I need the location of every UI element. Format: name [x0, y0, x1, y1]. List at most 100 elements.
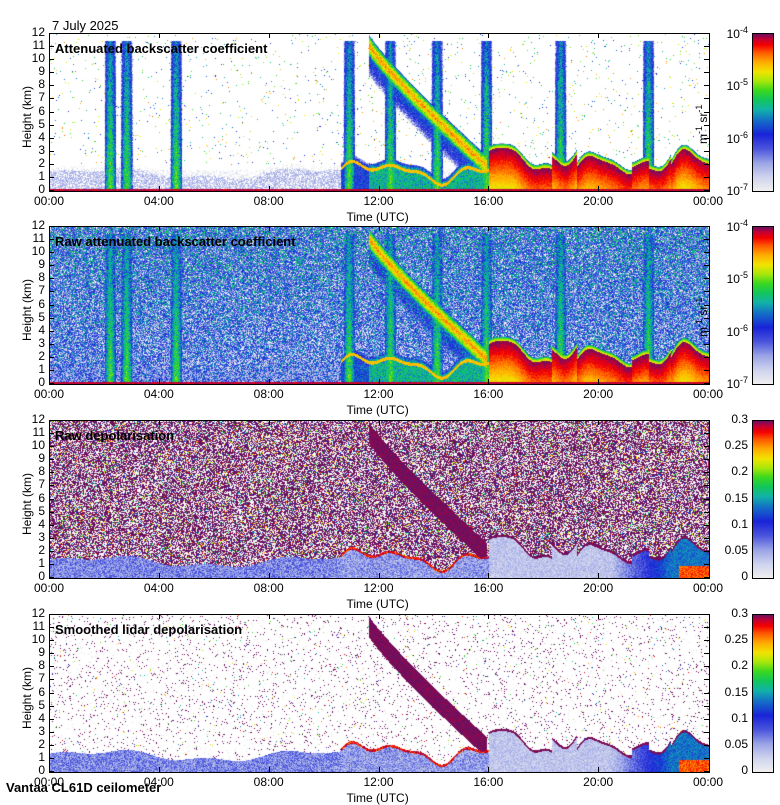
colorbar-tick-label: 10-4 — [710, 218, 748, 234]
y-tick-mark-right — [704, 472, 709, 473]
y-tick-mark — [49, 640, 54, 641]
y-tick-label: 11 — [32, 619, 45, 634]
y-tick-mark — [49, 745, 54, 746]
x-tick-label: 16:00 — [473, 581, 504, 595]
y-tick-mark — [49, 627, 54, 628]
colorbar-gradient — [753, 227, 773, 384]
y-tick-label: 1 — [38, 749, 45, 764]
y-tick-label: 3 — [38, 723, 45, 738]
y-tick-mark — [49, 653, 54, 654]
y-tick-mark-right — [704, 177, 709, 178]
y-tick-label: 1 — [38, 555, 45, 570]
y-tick-mark-right — [704, 331, 709, 332]
y-tick-mark — [49, 706, 54, 707]
x-tick-label: 04:00 — [143, 775, 174, 789]
x-tick-label: 12:00 — [363, 387, 394, 401]
tick-exponent: -7 — [739, 182, 748, 192]
y-tick-mark-right — [704, 653, 709, 654]
y-tick-label: 8 — [38, 77, 45, 92]
x-tick-label: 04:00 — [143, 194, 174, 208]
y-tick-mark — [49, 164, 54, 165]
x-tick-label: 00:00 — [33, 387, 65, 401]
y-tick-label: 4 — [38, 322, 45, 337]
y-tick-label: 2 — [38, 155, 45, 170]
plot-area-smoothed-lidar-depolarisation — [49, 614, 710, 773]
y-tick-mark-right — [704, 459, 709, 460]
y-tick-label: 3 — [38, 335, 45, 350]
y-tick-label: 10 — [31, 632, 45, 647]
y-tick-label: 7 — [38, 90, 45, 105]
x-tick-label: 08:00 — [253, 775, 284, 789]
y-tick-mark-right — [704, 640, 709, 641]
colorbar-gradient — [753, 421, 773, 578]
colorbar-tick-label: 0.15 — [724, 684, 748, 699]
y-tick-mark — [49, 85, 54, 86]
y-tick-label: 12 — [31, 25, 45, 39]
tick-mantissa: 10 — [726, 131, 740, 146]
y-tick-mark — [49, 383, 54, 384]
heatmap-canvas-smoothed-lidar-depolarisation — [50, 615, 709, 772]
y-tick-label: 9 — [38, 257, 45, 272]
y-tick-mark-right — [704, 138, 709, 139]
y-tick-label: 4 — [38, 516, 45, 531]
colorbar-tick-label: 0.1 — [731, 710, 748, 725]
y-tick-mark — [49, 72, 54, 73]
y-tick-mark-right — [704, 72, 709, 73]
x-tick-mark — [598, 767, 599, 772]
x-tick-mark — [269, 186, 270, 191]
heatmap-canvas-raw-depolarisation — [50, 421, 709, 578]
y-tick-mark-right — [704, 252, 709, 253]
y-tick-mark — [49, 499, 54, 500]
y-tick-label: 2 — [38, 542, 45, 557]
y-tick-mark — [49, 265, 54, 266]
x-tick-label: 16:00 — [473, 775, 504, 789]
x-tick-mark-top — [379, 33, 380, 38]
y-tick-mark — [49, 138, 54, 139]
x-tick-label: 08:00 — [253, 194, 284, 208]
x-tick-mark — [159, 379, 160, 384]
x-tick-label: 00:00 — [33, 775, 65, 789]
colorbar-tick-label: 0.3 — [731, 606, 748, 620]
plot-area-raw-depolarisation — [49, 420, 710, 579]
y-tick-label: 6 — [38, 684, 45, 699]
plot-area-raw-attenuated-backscatter — [49, 226, 710, 385]
heatmap-canvas-raw-attenuated-backscatter — [50, 227, 709, 384]
x-tick-label: 00:00 — [33, 581, 65, 595]
y-tick-mark — [49, 693, 54, 694]
y-tick-mark-right — [704, 679, 709, 680]
x-tick-mark-top — [598, 33, 599, 38]
x-tick-mark-top — [159, 33, 160, 38]
y-tick-label: 8 — [38, 658, 45, 673]
colorbar-tick-label: 10-4 — [710, 25, 748, 41]
y-tick-mark-right — [704, 512, 709, 513]
tick-mantissa: 10 — [726, 324, 740, 339]
y-tick-label: 9 — [38, 645, 45, 660]
y-tick-mark-right — [704, 226, 709, 227]
y-tick-label: 12 — [31, 218, 45, 232]
x-tick-mark — [159, 767, 160, 772]
tick-mantissa: 10 — [726, 184, 740, 198]
date-label: 7 July 2025 — [52, 18, 119, 33]
y-tick-mark-right — [704, 278, 709, 279]
y-tick-mark-right — [704, 758, 709, 759]
y-tick-mark — [49, 112, 54, 113]
y-tick-mark — [49, 758, 54, 759]
y-tick-label: 6 — [38, 296, 45, 311]
x-tick-mark — [269, 573, 270, 578]
y-tick-mark — [49, 614, 54, 615]
x-tick-mark — [269, 767, 270, 772]
y-tick-mark-right — [704, 59, 709, 60]
x-tick-mark-top — [379, 226, 380, 231]
x-tick-label: 12:00 — [363, 775, 394, 789]
x-tick-mark-top — [379, 420, 380, 425]
y-tick-mark — [49, 459, 54, 460]
x-tick-label: 20:00 — [583, 387, 614, 401]
colorbar-backscatter — [752, 33, 774, 192]
y-tick-label: 4 — [38, 129, 45, 144]
x-axis-label: Time (UTC) — [346, 403, 409, 417]
y-tick-mark-right — [704, 499, 709, 500]
colorbar-tick-label: 10-6 — [710, 323, 748, 339]
